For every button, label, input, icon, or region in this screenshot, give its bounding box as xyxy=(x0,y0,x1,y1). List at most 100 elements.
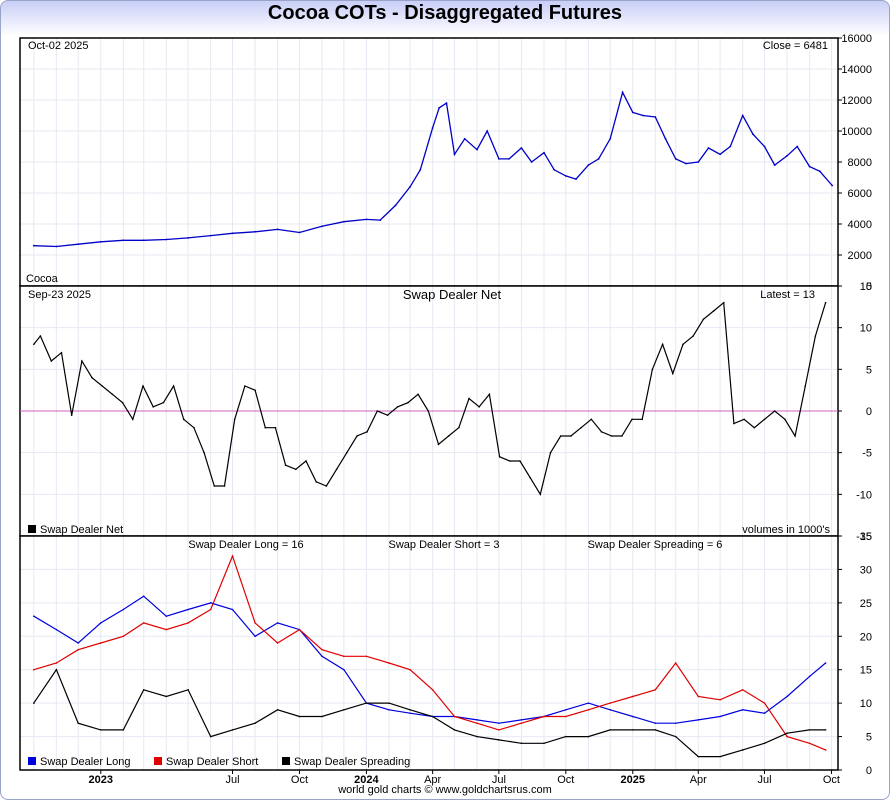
cocoa-price-point xyxy=(379,219,382,222)
swap-dealer-short-point xyxy=(808,742,811,745)
price-date-label: Oct-02 2025 xyxy=(28,40,89,52)
swap-dealer-net-point xyxy=(712,310,715,312)
swap-dealer-net-point xyxy=(366,431,368,433)
cocoa-price-point xyxy=(99,240,102,243)
price-series-label: Cocoa xyxy=(26,273,59,285)
cocoa-price-point xyxy=(409,185,411,188)
cocoa-price-point xyxy=(497,158,500,160)
swap-dealer-short-point xyxy=(388,662,390,664)
legend-net-swatch xyxy=(28,525,36,533)
swap-dealer-net-point xyxy=(773,410,776,412)
swap-dealer-short-point xyxy=(520,722,523,724)
swap-dealer-net-point xyxy=(763,418,766,421)
x-tick-label: Oct xyxy=(823,774,840,786)
x-tick-label: Oct xyxy=(557,774,574,786)
swap-dealer-net-point xyxy=(91,376,93,379)
swap-dealer-spreading-point xyxy=(209,735,212,738)
swap-dealer-net-point xyxy=(396,406,399,408)
chart-title: Cocoa COTs - Disaggregated Futures xyxy=(267,2,623,24)
swap-dealer-net-point xyxy=(356,435,358,437)
swap-dealer-net-point xyxy=(580,426,582,429)
legend-short-label: Swap Dealer Short xyxy=(166,756,258,768)
swap-dealer-short-point xyxy=(431,688,434,691)
cocoa-price-point xyxy=(32,244,35,247)
swap-dealer-short-point xyxy=(409,668,411,671)
swap-dealer-short-point xyxy=(476,722,478,724)
swap-dealer-net-point xyxy=(488,393,491,396)
swap-dealer-long-point xyxy=(254,635,256,638)
cocoa-price-point xyxy=(463,137,466,140)
swap-dealer-net-point xyxy=(478,406,481,408)
swap-dealer-net-point xyxy=(386,414,389,416)
swap-dealer-long-point xyxy=(276,622,279,624)
footer-credit: world gold charts © www.goldchartsrus.co… xyxy=(338,784,552,796)
y-tick-label: 6000 xyxy=(848,188,872,200)
swap-dealer-net-point xyxy=(233,418,236,421)
swap-dealer-spreading-point xyxy=(55,668,58,671)
swap-dealer-net-point xyxy=(427,410,430,412)
swap-dealer-net-point xyxy=(661,343,664,346)
cocoa-price-point xyxy=(394,204,397,207)
swap-dealer-short-point xyxy=(543,715,545,718)
cocoa-price-point xyxy=(553,168,556,171)
swap-dealer-net-point xyxy=(264,426,267,429)
swap-dealer-net-point xyxy=(722,301,725,304)
swap-dealer-long-point xyxy=(409,712,411,714)
y-tick-label: -15 xyxy=(856,531,872,543)
swap-dealer-net-point xyxy=(559,435,562,437)
x-tick-label: 2025 xyxy=(621,774,645,786)
y-tick-label: 16000 xyxy=(841,33,872,45)
swap-dealer-long-point xyxy=(209,602,212,604)
cocoa-price-point xyxy=(642,114,644,117)
swap-dealer-net-point xyxy=(641,418,644,421)
swap-dealer-spreading-point xyxy=(321,715,323,718)
swap-dealer-spreading-point xyxy=(719,755,721,758)
swap-dealer-spreading-point xyxy=(808,729,811,731)
swap-dealer-short-point xyxy=(498,729,500,731)
swap-dealer-net-point xyxy=(417,393,419,396)
swap-dealer-net-point xyxy=(590,418,593,421)
swap-dealer-spreading-point xyxy=(476,735,478,738)
swap-dealer-spreading-point xyxy=(33,702,35,704)
swap-dealer-long-point xyxy=(498,722,500,724)
swap-dealer-net-point xyxy=(142,385,144,387)
cocoa-price-point xyxy=(298,231,301,234)
legend-spreading-swatch xyxy=(282,757,290,765)
cocoa-price-point xyxy=(508,158,510,160)
swap-dealer-short-point xyxy=(365,655,368,658)
swap-dealer-spreading-point xyxy=(142,688,145,691)
swap-dealer-spreading-point xyxy=(276,709,279,711)
swap-dealer-short-point xyxy=(631,695,634,698)
swap-dealer-short-point xyxy=(654,688,657,691)
y-tick-label: 0 xyxy=(866,281,872,293)
swap-dealer-long-point xyxy=(565,709,567,711)
swap-dealer-net-point xyxy=(345,451,348,454)
swap-dealer-short-point xyxy=(231,555,234,557)
y-tick-label: 0 xyxy=(866,406,872,418)
cocoa-price-point xyxy=(654,116,657,118)
swap-dealer-long-point xyxy=(99,622,102,624)
x-tick-label: Jul xyxy=(225,774,239,786)
x-tick-label: 2023 xyxy=(89,774,113,786)
swap-dealer-net-point xyxy=(284,464,287,466)
summary-short: Swap Dealer Short = 3 xyxy=(389,539,500,551)
swap-dealer-short-point xyxy=(122,635,125,638)
cocoa-price-point xyxy=(564,175,567,177)
swap-dealer-net-point xyxy=(60,351,63,354)
cocoa-price-point xyxy=(587,164,590,167)
cocoa-price-point xyxy=(231,232,234,235)
summary-long: Swap Dealer Long = 16 xyxy=(188,539,303,551)
swap-dealer-net-point xyxy=(702,318,705,321)
swap-dealer-long-point xyxy=(343,668,345,671)
swap-dealer-long-point xyxy=(142,595,145,597)
cocoa-price-point xyxy=(453,153,456,156)
swap-dealer-spreading-point xyxy=(654,729,657,731)
swap-dealer-net-point xyxy=(213,485,216,487)
cocoa-price-point xyxy=(77,243,80,246)
swap-dealer-long-point xyxy=(476,719,478,721)
swap-dealer-short-point xyxy=(321,648,323,651)
y-tick-label: 30 xyxy=(860,564,872,576)
swap-dealer-net-point xyxy=(824,301,827,304)
x-tick-label: Apr xyxy=(424,774,441,786)
cocoa-price-point xyxy=(707,147,710,149)
